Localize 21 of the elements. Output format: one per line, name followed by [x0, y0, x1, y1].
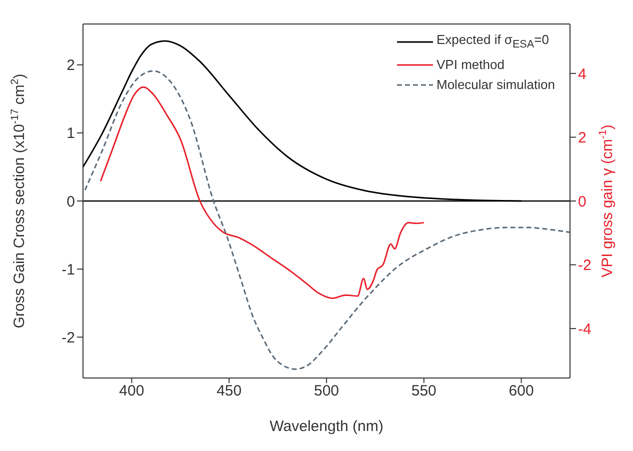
x-axis-title: Wavelength (nm)	[270, 418, 384, 435]
line-series	[84, 70, 570, 370]
y-tick-label: 0	[66, 193, 75, 210]
y-tick-label: -1	[62, 261, 75, 278]
x-tick-label: 500	[314, 382, 340, 400]
y2-tick-label: -4	[578, 320, 592, 338]
y2-tick-label: 0	[578, 193, 586, 210]
x-tick-label: 600	[508, 382, 534, 400]
y2-tick-label: -2	[578, 257, 592, 274]
y2-tick-label: 4	[578, 66, 586, 83]
x-tick-label: 550	[411, 382, 436, 400]
x-tick-label: 450	[216, 382, 242, 400]
y-tick-label: -2	[62, 329, 75, 346]
x-tick-label: 400	[119, 382, 144, 400]
line-series	[100, 86, 425, 300]
y2-tick-label: 2	[578, 130, 586, 147]
legend-label: VPI method	[436, 56, 504, 74]
y-tick-label: 1	[66, 125, 75, 142]
y-tick-label: 2	[66, 57, 75, 74]
legend-label: Expected if σ$_{ESA}$=0	[436, 31, 549, 53]
legend-label: Molecular simulation	[436, 76, 555, 94]
